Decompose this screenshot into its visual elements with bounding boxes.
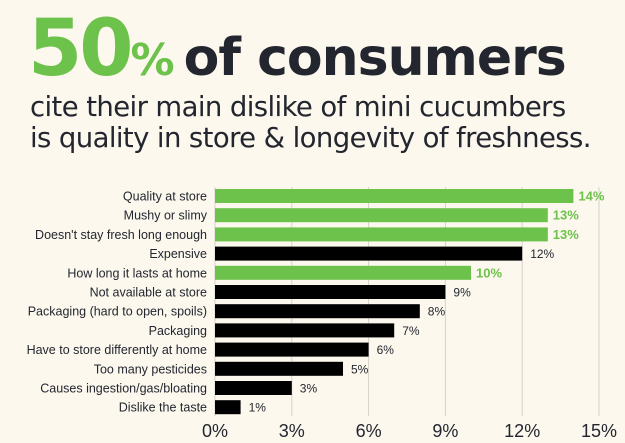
x-tick-label: 0% [202, 421, 228, 441]
bar [215, 227, 548, 242]
data-label: 6% [377, 343, 395, 357]
subtitle: cite their main dislike of mini cucumber… [30, 92, 591, 154]
bar [215, 304, 420, 319]
bar [215, 189, 574, 203]
data-label: 9% [453, 286, 471, 300]
bar [215, 342, 369, 357]
data-label: 1% [249, 401, 267, 415]
category-label: Have to store differently at home [27, 343, 207, 357]
x-tick-label: 6% [356, 421, 382, 441]
headline: 50% of consumers [28, 4, 567, 94]
category-label: Mushy or slimy [124, 209, 208, 223]
bar [215, 323, 395, 338]
x-tick-label: 9% [432, 421, 458, 441]
data-label: 13% [553, 227, 579, 242]
x-tick-label: 15% [581, 421, 617, 441]
category-label: Doesn't stay fresh long enough [35, 228, 207, 242]
category-label: Dislike the taste [119, 401, 207, 415]
bar [215, 381, 292, 395]
bar [215, 400, 241, 415]
bar [215, 285, 446, 299]
category-label: How long it lasts at home [67, 266, 207, 280]
data-label: 12% [530, 247, 554, 261]
data-label: 8% [428, 305, 446, 319]
category-label: Causes ingestion/gas/bloating [40, 382, 207, 396]
data-label: 14% [578, 189, 604, 204]
category-label: Quality at store [123, 190, 207, 204]
category-label: Packaging [149, 324, 207, 338]
bar [215, 246, 523, 261]
bar [215, 208, 548, 223]
bar [215, 361, 343, 376]
headline-rest: of consumers [183, 28, 567, 88]
data-label: 7% [402, 324, 420, 338]
data-label: 10% [476, 265, 502, 280]
x-tick-label: 3% [279, 421, 305, 441]
data-label: 13% [553, 208, 579, 223]
x-tick-label: 12% [504, 421, 540, 441]
bar [215, 265, 471, 280]
data-label: 3% [300, 382, 318, 396]
category-label: Too many pesticides [94, 362, 207, 376]
subtitle-line-2: is quality in store & longevity of fresh… [30, 122, 591, 154]
category-label: Expensive [149, 247, 207, 261]
headline-percent: % [130, 35, 175, 86]
headline-number: 50 [28, 4, 134, 94]
subtitle-line-1: cite their main dislike of mini cucumber… [30, 91, 566, 123]
data-label: 5% [351, 362, 369, 376]
category-label: Not available at store [90, 286, 207, 300]
category-label: Packaging (hard to open, spoils) [28, 305, 207, 319]
